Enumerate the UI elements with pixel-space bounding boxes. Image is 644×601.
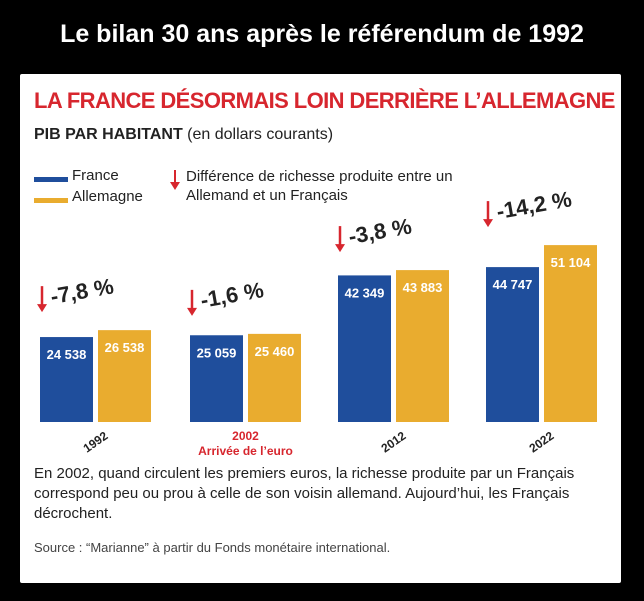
difference-label-1992: -7,8 %: [49, 273, 116, 309]
bar-france-2012: [338, 275, 391, 422]
bar-allemagne-2002: [248, 333, 301, 422]
bar-chart: 24 538 26 538 -7,8 % 1992 25 059 25 460 -1,6 %…: [37, 170, 597, 458]
bar-value-allemagne-2002: 25 460: [255, 344, 295, 359]
x-tick-2002: 2002: [232, 429, 259, 443]
difference-label-2022: -14,2 %: [495, 186, 574, 224]
chart-card: LA FRANCE DÉSORMAIS LOIN DERRIÈRE L’ALLE…: [20, 74, 621, 583]
bar-value-allemagne-2022: 51 104: [551, 255, 592, 270]
difference-legend: Différence de richesse produite entre un…: [186, 168, 453, 204]
difference-label-2012: -3,8 %: [347, 213, 414, 249]
difference-arrowhead-2002: [187, 307, 197, 316]
bar-value-france-1992: 24 538: [47, 347, 87, 362]
difference-arrowhead-1992: [37, 304, 47, 313]
bar-france-1992: [40, 337, 93, 422]
legend-swatch-france: [34, 177, 68, 182]
legend-label-france: France: [72, 167, 119, 184]
explanatory-note: En 2002, quand circulent les premiers eu…: [34, 465, 575, 522]
bar-value-france-2012: 42 349: [345, 285, 385, 300]
subtitle-bold: PIB PAR HABITANT: [34, 126, 183, 143]
difference-arrowhead-2022: [483, 219, 493, 228]
bar-allemagne-1992: [98, 330, 151, 422]
source-credit: Source : “Marianne” à partir du Fonds mo…: [34, 540, 391, 555]
x-tick-1992: 1992: [81, 428, 111, 455]
x-tick-note-2002: Arrivée de l’euro: [198, 444, 293, 458]
bar-value-allemagne-1992: 26 538: [105, 340, 145, 355]
bar-value-allemagne-2012: 43 883: [403, 280, 443, 295]
bar-allemagne-2012: [396, 270, 449, 422]
subtitle-rest: (en dollars courants): [182, 126, 334, 143]
difference-label-2002: -1,6 %: [199, 277, 266, 313]
down-arrow-icon: [170, 170, 180, 190]
x-tick-2022: 2022: [527, 428, 557, 455]
post-title: Le bilan 30 ans après le référendum de 1…: [60, 20, 584, 48]
difference-arrowhead-2012: [335, 244, 345, 253]
bar-france-2002: [190, 335, 243, 422]
bar-value-france-2002: 25 059: [197, 345, 237, 360]
legend-label-allemagne: Allemagne: [72, 188, 143, 205]
bar-value-france-2022: 44 747: [493, 277, 533, 292]
chart-title: LA FRANCE DÉSORMAIS LOIN DERRIÈRE L’ALLE…: [34, 88, 615, 113]
bar-france-2022: [486, 267, 539, 422]
chart-subtitle: PIB PAR HABITANT (en dollars courants): [34, 126, 333, 144]
legend-swatch-allemagne: [34, 198, 68, 203]
bar-allemagne-2022: [544, 245, 597, 422]
x-tick-2012: 2012: [379, 428, 409, 455]
